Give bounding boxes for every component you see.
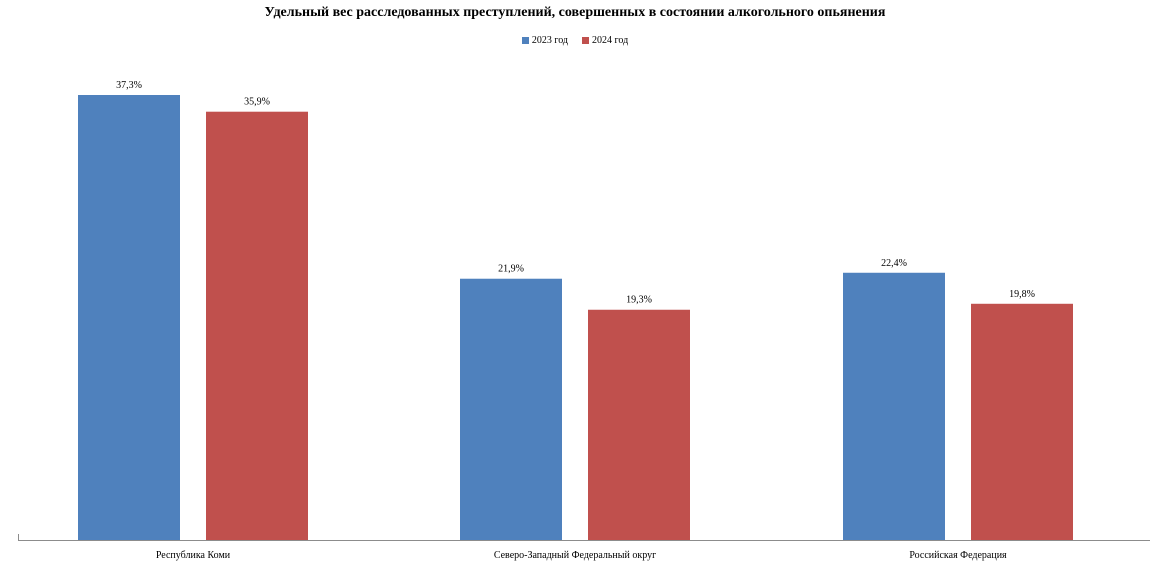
data-label-2024-0: 35,9% — [244, 97, 270, 108]
bar-2023-2 — [843, 272, 945, 540]
bar-2023-0 — [78, 95, 180, 540]
bar-2024-2 — [971, 303, 1073, 540]
bar-2024-0 — [206, 111, 308, 540]
data-label-2023-1: 21,9% — [498, 264, 524, 275]
legend-label-2024: 2024 год — [592, 35, 629, 46]
chart-title: Удельный вес расследованных преступлений… — [264, 5, 886, 20]
data-label-2024-1: 19,3% — [626, 295, 652, 306]
category-label-2: Российская Федерация — [909, 550, 1007, 561]
legend-swatch-2023 — [521, 37, 529, 44]
legend: 2023 год 2024 год — [0, 35, 1150, 46]
bar-2024-1 — [588, 309, 690, 540]
category-label-1: Северо-Западный Федеральный округ — [494, 550, 656, 561]
category-label-0: Республика Коми — [156, 550, 231, 561]
legend-item-2023: 2023 год — [521, 35, 568, 46]
data-label-2024-2: 19,8% — [1009, 289, 1035, 300]
data-label-2023-0: 37,3% — [116, 80, 142, 91]
data-label-2023-2: 22,4% — [881, 258, 907, 269]
legend-swatch-2024 — [582, 37, 589, 44]
legend-label-2023: 2023 год — [531, 35, 568, 46]
legend-item-2024: 2024 год — [582, 35, 628, 46]
bar-2023-1 — [460, 278, 562, 540]
